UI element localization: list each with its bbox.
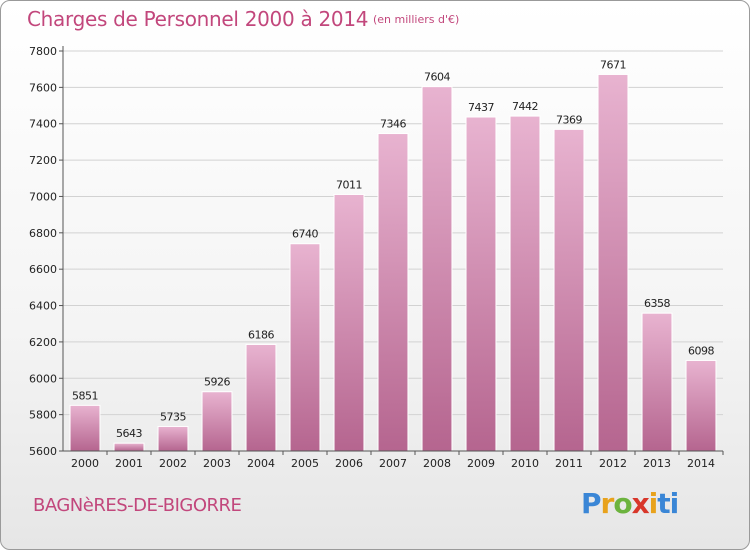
bar-value-label: 6098 bbox=[688, 344, 714, 357]
bar-2010 bbox=[509, 115, 541, 452]
bar-2011 bbox=[553, 128, 585, 452]
bar-2008 bbox=[421, 86, 453, 452]
x-tick-label: 2005 bbox=[291, 457, 319, 470]
bar-value-label: 7437 bbox=[468, 101, 494, 114]
x-tick-label: 2003 bbox=[203, 457, 231, 470]
x-tick-label: 2001 bbox=[115, 457, 143, 470]
x-tick-label: 2013 bbox=[643, 457, 671, 470]
y-tick-label: 5600 bbox=[29, 445, 57, 458]
y-tick-label: 7400 bbox=[29, 118, 57, 131]
y-tick-label: 7600 bbox=[29, 81, 57, 94]
x-tick-label: 2014 bbox=[687, 457, 715, 470]
y-tick-label: 7800 bbox=[29, 45, 57, 58]
bar-2014 bbox=[685, 359, 717, 452]
bar-value-label: 6186 bbox=[248, 328, 274, 341]
x-tick-label: 2009 bbox=[467, 457, 495, 470]
x-tick-label: 2002 bbox=[159, 457, 187, 470]
bar-2013 bbox=[641, 312, 673, 452]
x-tick-label: 2012 bbox=[599, 457, 627, 470]
x-tick-label: 2006 bbox=[335, 457, 363, 470]
bar-2002 bbox=[157, 425, 189, 452]
bar-2005 bbox=[289, 243, 321, 452]
bar-value-label: 6358 bbox=[644, 297, 670, 310]
x-tick-label: 2010 bbox=[511, 457, 539, 470]
bar-value-label: 5926 bbox=[204, 376, 230, 389]
bar-2003 bbox=[201, 391, 233, 452]
bar-value-label: 7011 bbox=[336, 178, 362, 191]
chart-title: Charges de Personnel 2000 à 2014 bbox=[27, 7, 369, 31]
x-tick-label: 2007 bbox=[379, 457, 407, 470]
bar-2012 bbox=[597, 73, 629, 452]
y-tick-label: 6000 bbox=[29, 372, 57, 385]
bar-value-label: 7442 bbox=[512, 100, 538, 113]
y-tick-label: 6400 bbox=[29, 300, 57, 313]
proxiti-logo: Proxiti bbox=[581, 487, 679, 520]
y-tick-label: 6800 bbox=[29, 227, 57, 240]
x-tick-label: 2011 bbox=[555, 457, 583, 470]
bar-2004 bbox=[245, 343, 277, 452]
chart-unit: (en milliers d'€) bbox=[373, 13, 460, 26]
commune-name: BAGNèRES-DE-BIGORRE bbox=[33, 495, 242, 516]
bar-value-label: 7346 bbox=[380, 118, 406, 131]
y-tick-label: 7000 bbox=[29, 190, 57, 203]
x-tick-label: 2008 bbox=[423, 457, 451, 470]
y-tick-label: 5800 bbox=[29, 409, 57, 422]
bar-value-label: 7671 bbox=[600, 58, 626, 71]
bar-value-label: 6740 bbox=[292, 228, 318, 241]
x-tick-label: 2000 bbox=[71, 457, 99, 470]
bar-2007 bbox=[377, 133, 409, 452]
y-tick-label: 6600 bbox=[29, 263, 57, 276]
bar-2009 bbox=[465, 116, 497, 452]
bar-value-label: 7604 bbox=[424, 71, 450, 84]
y-tick-label: 6200 bbox=[29, 336, 57, 349]
bar-2006 bbox=[333, 193, 365, 452]
bar-value-label: 5735 bbox=[160, 410, 186, 423]
bar-value-label: 5643 bbox=[116, 427, 142, 440]
y-tick-label: 7200 bbox=[29, 154, 57, 167]
x-tick-label: 2004 bbox=[247, 457, 275, 470]
bar-2001 bbox=[113, 442, 145, 452]
bar-value-label: 7369 bbox=[556, 113, 582, 126]
bar-value-label: 5851 bbox=[72, 389, 98, 402]
bar-2000 bbox=[69, 404, 101, 452]
